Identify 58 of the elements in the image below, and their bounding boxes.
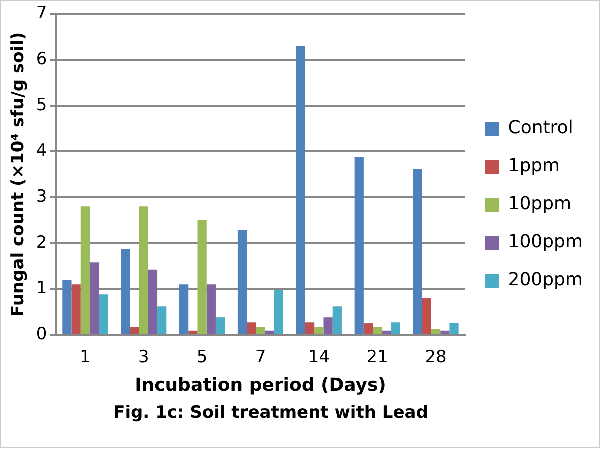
x-tick-label: 21 (366, 348, 388, 368)
caption: Fig. 1c: Soil treatment with Lead (112, 403, 430, 423)
bar (216, 318, 226, 334)
y-tick-label: 1 (36, 278, 48, 299)
y-tick-label: 7 (36, 4, 48, 24)
legend-label: 200ppm (508, 270, 584, 291)
x-tick-label: 3 (138, 348, 150, 368)
bar (431, 330, 441, 334)
bar (314, 327, 324, 334)
legend-label: 100ppm (508, 232, 584, 253)
y-tick-label: 5 (36, 95, 48, 116)
bar (198, 220, 207, 334)
bar (62, 280, 72, 334)
bar (206, 284, 216, 334)
legend-label: Control (508, 118, 574, 139)
bar (139, 206, 148, 334)
bar (306, 322, 315, 334)
bar (130, 327, 140, 334)
bar (324, 318, 333, 334)
legend-label: 10ppm (508, 194, 572, 215)
y-tick-label: 4 (36, 141, 48, 162)
y-tick-label: 0 (36, 324, 48, 344)
bar (158, 306, 167, 334)
legend-label: 1ppm (508, 156, 560, 177)
bar (391, 322, 400, 334)
bar (188, 330, 198, 334)
bar (373, 327, 382, 334)
bar (413, 169, 422, 334)
bar (274, 290, 284, 334)
bar (148, 270, 158, 334)
bar (332, 306, 342, 334)
bar (440, 330, 450, 334)
bar (296, 46, 306, 334)
bar (265, 330, 274, 334)
bar (450, 324, 459, 334)
bar (90, 262, 100, 334)
y-tick-label: 3 (36, 186, 48, 207)
bar (364, 324, 374, 334)
x-tick-label: 5 (196, 348, 208, 368)
y-axis-title: Fungal count (×10⁴ sfu/g soil) (8, 32, 29, 317)
bar (80, 206, 90, 334)
x-tick-label: 14 (308, 348, 330, 368)
bar (354, 157, 364, 334)
bar (72, 284, 81, 334)
bar (180, 284, 189, 334)
bar (121, 249, 130, 334)
bar (422, 298, 432, 334)
x-tick-label: 28 (425, 348, 447, 368)
bar (256, 327, 266, 334)
bar (238, 230, 248, 334)
x-tick-label: 7 (255, 348, 266, 368)
x-tick-label: 1 (80, 348, 91, 368)
bar (382, 330, 392, 334)
y-tick-label: 2 (36, 232, 48, 253)
bar (99, 294, 108, 334)
x-axis-title: Incubation period (Days) (135, 374, 386, 396)
y-tick-label: 6 (36, 49, 48, 70)
bar (247, 322, 256, 334)
